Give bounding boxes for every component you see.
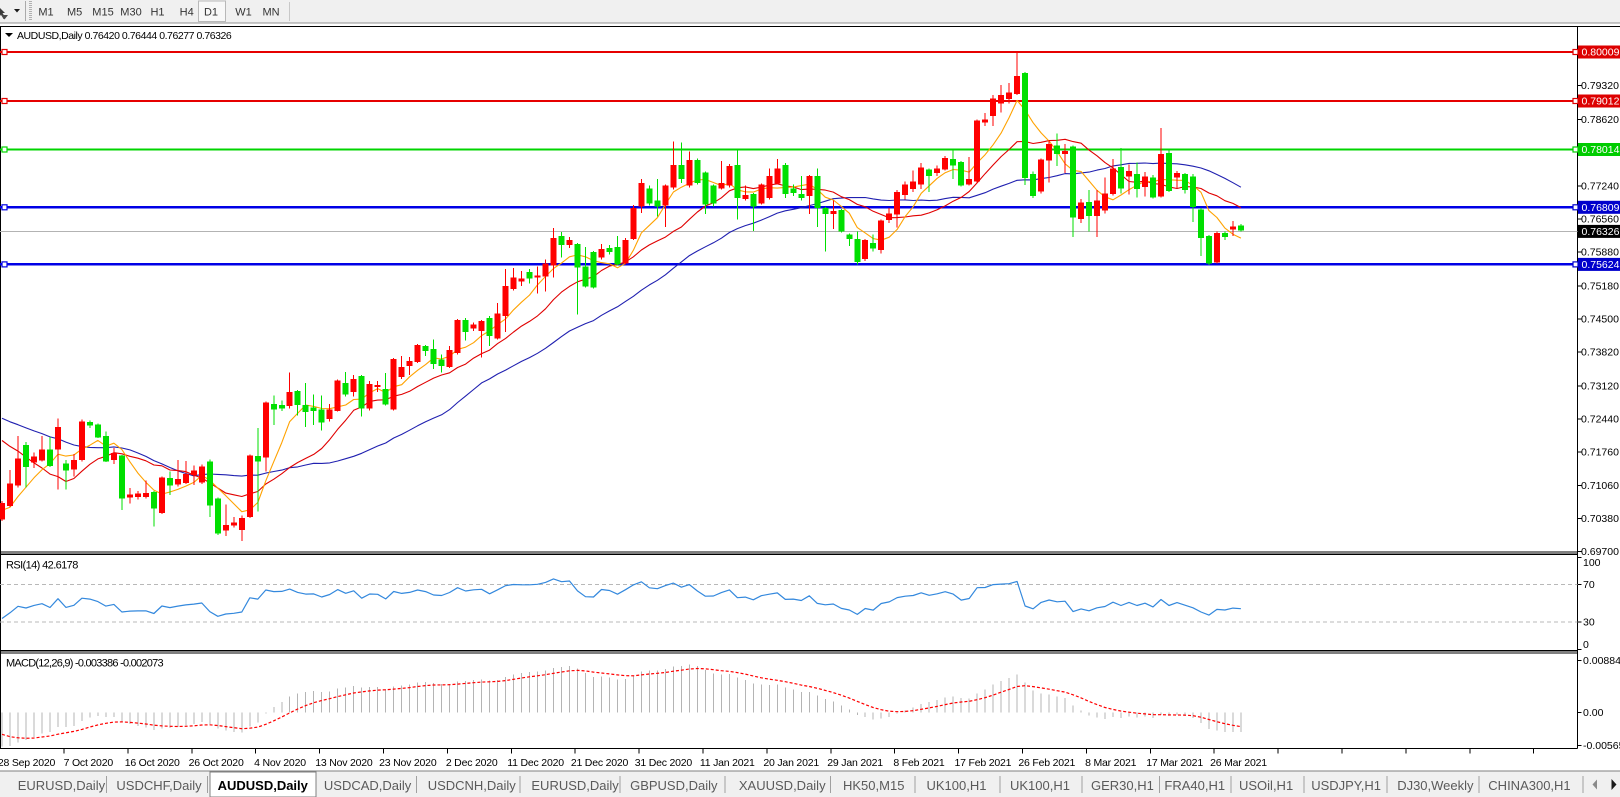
svg-text:8 Feb 2021: 8 Feb 2021 [893, 757, 944, 769]
svg-text:16 Oct 2020: 16 Oct 2020 [125, 757, 180, 769]
svg-text:CHINA300,H1: CHINA300,H1 [1488, 778, 1570, 793]
svg-text:W1: W1 [235, 7, 252, 19]
svg-text:USDJPY,H1: USDJPY,H1 [1311, 778, 1381, 793]
svg-text:0.75624: 0.75624 [1582, 259, 1620, 271]
svg-text:0.73820: 0.73820 [1581, 346, 1619, 358]
svg-text:EURUSD,Daily: EURUSD,Daily [531, 778, 619, 793]
svg-text:UK100,H1: UK100,H1 [1010, 778, 1070, 793]
svg-text:21 Dec 2020: 21 Dec 2020 [571, 757, 629, 769]
svg-text:FRA40,H1: FRA40,H1 [1164, 778, 1225, 793]
svg-text:7 Oct 2020: 7 Oct 2020 [64, 757, 114, 769]
svg-text:USDCNH,Daily: USDCNH,Daily [428, 778, 517, 793]
svg-text:26 Feb 2021: 26 Feb 2021 [1018, 757, 1075, 769]
svg-text:GER30,H1: GER30,H1 [1091, 778, 1154, 793]
svg-text:2 Dec 2020: 2 Dec 2020 [446, 757, 498, 769]
svg-text:31 Dec 2020: 31 Dec 2020 [635, 757, 693, 769]
svg-text:HK50,M15: HK50,M15 [843, 778, 904, 793]
svg-text:70: 70 [1583, 579, 1595, 591]
svg-text:USDCHF,Daily: USDCHF,Daily [116, 778, 202, 793]
svg-text:0.69700: 0.69700 [1581, 546, 1619, 558]
svg-text:20 Jan 2021: 20 Jan 2021 [763, 757, 819, 769]
svg-text:EURUSD,Daily: EURUSD,Daily [18, 778, 106, 793]
svg-text:11 Jan 2021: 11 Jan 2021 [700, 757, 755, 769]
svg-text:MN: MN [262, 7, 279, 19]
svg-text:AUDUSD,Daily: AUDUSD,Daily [218, 778, 309, 793]
svg-text:0.79012: 0.79012 [1582, 96, 1620, 108]
svg-text:0.70380: 0.70380 [1581, 513, 1619, 525]
svg-text:0.71760: 0.71760 [1581, 446, 1619, 458]
svg-text:26 Oct 2020: 26 Oct 2020 [189, 757, 244, 769]
svg-text:H1: H1 [150, 7, 164, 19]
svg-text:0.75180: 0.75180 [1581, 281, 1619, 293]
svg-text:100: 100 [1583, 557, 1601, 569]
svg-text:28 Sep 2020: 28 Sep 2020 [0, 757, 56, 769]
svg-text:0.00884: 0.00884 [1583, 655, 1620, 667]
svg-text:DJ30,Weekly: DJ30,Weekly [1397, 778, 1474, 793]
svg-text:0.78014: 0.78014 [1582, 144, 1620, 156]
svg-text:23 Nov 2020: 23 Nov 2020 [379, 757, 437, 769]
svg-text:0.76809: 0.76809 [1582, 202, 1620, 214]
svg-text:26 Mar 2021: 26 Mar 2021 [1210, 757, 1267, 769]
svg-text:29 Jan 2021: 29 Jan 2021 [827, 757, 883, 769]
svg-text:M1: M1 [38, 7, 53, 19]
svg-text:0.00: 0.00 [1583, 707, 1604, 719]
svg-text:M30: M30 [120, 7, 141, 19]
svg-text:USDCAD,Daily: USDCAD,Daily [324, 778, 412, 793]
svg-text:0: 0 [1583, 639, 1589, 651]
svg-text:0.79320: 0.79320 [1581, 80, 1619, 92]
svg-text:0.77240: 0.77240 [1581, 181, 1619, 193]
svg-text:8 Mar 2021: 8 Mar 2021 [1085, 757, 1136, 769]
svg-text:4 Nov 2020: 4 Nov 2020 [254, 757, 306, 769]
svg-text:0.76326: 0.76326 [1582, 226, 1620, 238]
svg-text:17 Mar 2021: 17 Mar 2021 [1146, 757, 1203, 769]
svg-text:17 Feb 2021: 17 Feb 2021 [955, 757, 1012, 769]
svg-text:30: 30 [1583, 616, 1595, 628]
svg-text:0.76560: 0.76560 [1581, 214, 1619, 226]
svg-text:13 Nov 2020: 13 Nov 2020 [315, 757, 373, 769]
svg-text:0.74500: 0.74500 [1581, 314, 1619, 326]
svg-text:0.78620: 0.78620 [1581, 114, 1619, 126]
svg-text:MACD(12,26,9) -0.003386 -0.002: MACD(12,26,9) -0.003386 -0.002073 [6, 658, 163, 670]
svg-text:XAUUSD,Daily: XAUUSD,Daily [739, 778, 826, 793]
svg-text:M5: M5 [67, 7, 82, 19]
svg-text:11 Dec 2020: 11 Dec 2020 [507, 757, 564, 769]
svg-text:M15: M15 [92, 7, 113, 19]
svg-text:-0.005651: -0.005651 [1583, 740, 1620, 752]
svg-text:USOil,H1: USOil,H1 [1239, 778, 1293, 793]
svg-text:0.80009: 0.80009 [1582, 47, 1620, 59]
svg-text:AUDUSD,Daily 0.76420 0.76444: AUDUSD,Daily 0.76420 0.76444 0.76277 0.7… [17, 30, 232, 42]
svg-text:D1: D1 [204, 7, 218, 19]
svg-text:UK100,H1: UK100,H1 [927, 778, 987, 793]
svg-text:RSI(14) 42.6178: RSI(14) 42.6178 [6, 560, 78, 572]
svg-text:0.72440: 0.72440 [1581, 413, 1619, 425]
svg-text:0.73120: 0.73120 [1581, 380, 1619, 392]
svg-text:0.71060: 0.71060 [1581, 480, 1619, 492]
svg-text:GBPUSD,Daily: GBPUSD,Daily [630, 778, 718, 793]
svg-text:H4: H4 [180, 7, 194, 19]
svg-text:0.75880: 0.75880 [1581, 247, 1619, 259]
